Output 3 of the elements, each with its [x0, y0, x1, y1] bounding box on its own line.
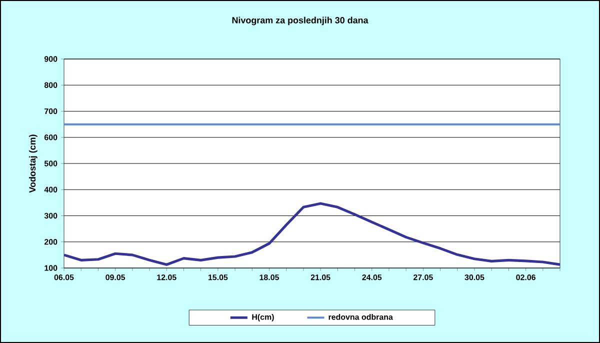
y-axis-title: Vodostaj (cm) — [28, 134, 38, 193]
line-series — [64, 202, 560, 266]
chart-title: Nivogram za poslednjih 30 dana — [232, 16, 368, 26]
